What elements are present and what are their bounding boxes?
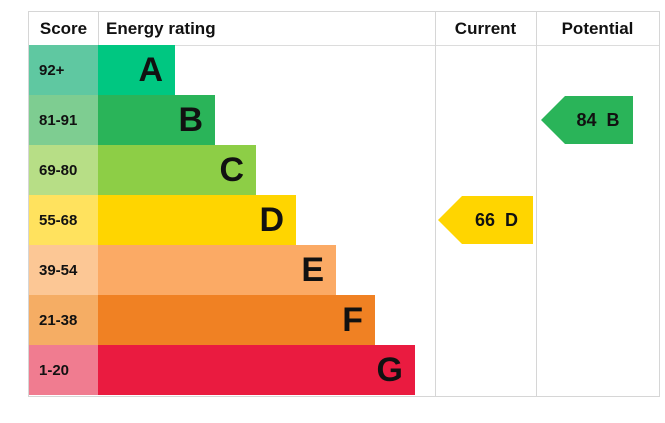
band-letter-g: G bbox=[376, 351, 403, 389]
potential-rating-value: 84 bbox=[576, 109, 597, 130]
divider-current-column bbox=[435, 12, 436, 396]
divider-score-rating bbox=[98, 12, 99, 45]
epc-rating-chart: Score Energy rating Current Potential 92… bbox=[28, 11, 660, 397]
band-row-d: 55-68 D bbox=[29, 195, 659, 245]
band-bar-c: C bbox=[98, 145, 256, 195]
band-row-a: 92+ A bbox=[29, 45, 659, 95]
band-score-d: 55-68 bbox=[29, 195, 98, 245]
band-score-a: 92+ bbox=[29, 45, 98, 95]
band-score-e: 39-54 bbox=[29, 245, 98, 295]
band-score-b: 81-91 bbox=[29, 95, 98, 145]
band-score-f: 21-38 bbox=[29, 295, 98, 345]
header-potential: Potential bbox=[561, 18, 634, 38]
divider-potential-column bbox=[536, 12, 537, 396]
band-row-e: 39-54 E bbox=[29, 245, 659, 295]
current-rating-letter: D bbox=[505, 209, 519, 230]
band-letter-e: E bbox=[301, 251, 324, 289]
band-row-f: 21-38 F bbox=[29, 295, 659, 345]
potential-rating-letter: B bbox=[606, 109, 620, 130]
band-bar-g: G bbox=[98, 345, 415, 395]
band-score-g: 1-20 bbox=[29, 345, 98, 395]
header-current: Current bbox=[454, 18, 517, 38]
band-row-c: 69-80 C bbox=[29, 145, 659, 195]
band-letter-b: B bbox=[178, 101, 203, 139]
band-letter-a: A bbox=[138, 51, 163, 89]
band-bar-d: D bbox=[98, 195, 296, 245]
band-letter-f: F bbox=[342, 301, 363, 339]
header-score: Score bbox=[39, 18, 88, 38]
band-letter-d: D bbox=[259, 201, 284, 239]
band-row-g: 1-20 G bbox=[29, 345, 659, 395]
band-bar-a: A bbox=[98, 45, 175, 95]
band-score-c: 69-80 bbox=[29, 145, 98, 195]
band-bar-b: B bbox=[98, 95, 215, 145]
band-bar-e: E bbox=[98, 245, 336, 295]
chart-header-row: Score Energy rating Current Potential bbox=[29, 12, 659, 46]
band-bar-f: F bbox=[98, 295, 375, 345]
header-energy-rating: Energy rating bbox=[106, 18, 216, 38]
current-rating-value: 66 bbox=[474, 209, 496, 230]
band-row-b: 81-91 B bbox=[29, 95, 659, 145]
band-letter-c: C bbox=[219, 151, 244, 189]
